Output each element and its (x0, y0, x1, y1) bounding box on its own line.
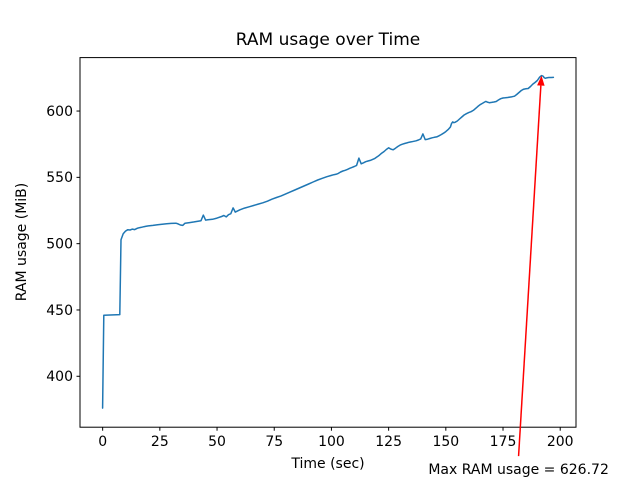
ram-usage-line (101, 74, 555, 409)
y-axis-label: RAM usage (MiB) (14, 183, 30, 301)
x-tick-label: 100 (318, 434, 345, 450)
chart-title: RAM usage over Time (236, 30, 420, 50)
x-axis-label: Time (sec) (290, 456, 364, 472)
x-tick-label: 125 (375, 434, 402, 450)
annotation-arrow (517, 75, 545, 457)
y-tick-label: 550 (46, 170, 73, 186)
y-tick-label: 500 (46, 236, 73, 252)
y-tick-label: 450 (46, 303, 73, 319)
x-tick-label: 25 (151, 434, 169, 450)
plot-area (79, 57, 577, 428)
max-ram-annotation: Max RAM usage = 626.72 (428, 462, 609, 478)
y-tick-label: 400 (46, 369, 73, 385)
y-tick-label: 600 (46, 104, 73, 120)
x-tick-label: 75 (265, 434, 283, 450)
x-tick-label: 50 (208, 434, 226, 450)
x-tick-label: 175 (490, 434, 517, 450)
x-tick-label: 200 (547, 434, 574, 450)
x-tick-label: 0 (98, 434, 107, 450)
arrow-shaft (517, 85, 542, 457)
x-tick-label: 150 (432, 434, 459, 450)
x-axis-ticks: 0 25 50 75 100 125 150 175 200 (98, 427, 574, 450)
arrow-head-icon (537, 75, 545, 86)
y-axis-ticks: 400 450 500 550 600 (46, 104, 80, 385)
